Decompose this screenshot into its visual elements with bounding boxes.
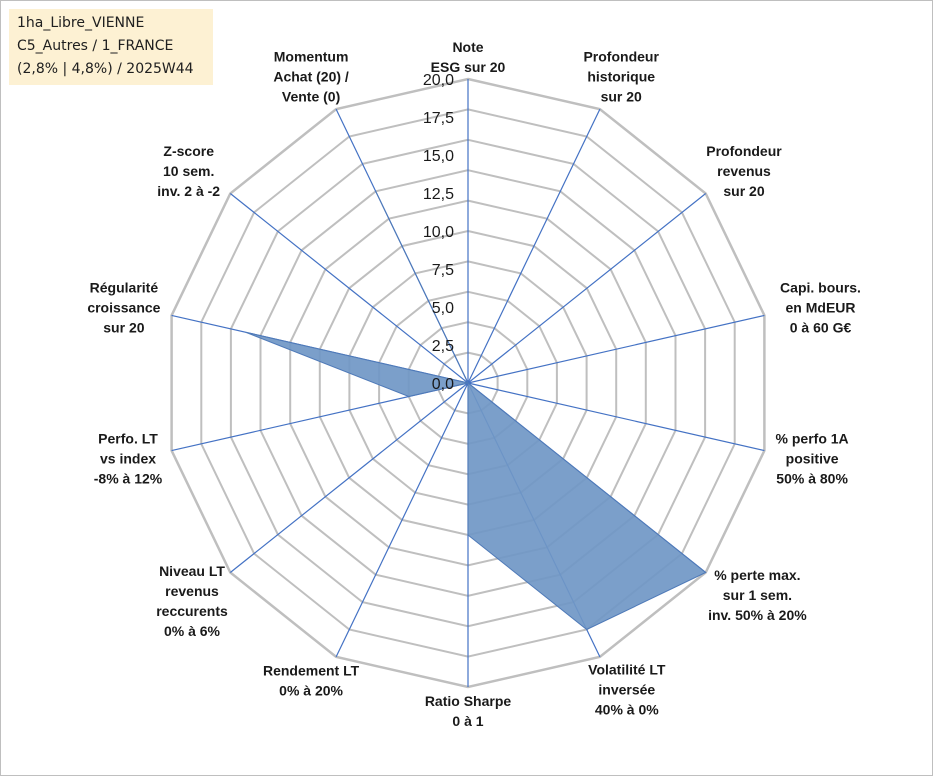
axis-label-6: % perte max. sur 1 sem. inv. 50% à 20% — [708, 567, 807, 623]
axis-label-line: Perfo. LT — [98, 431, 158, 447]
axis-label-line: Niveau LT — [159, 563, 225, 579]
axis-label-9: Rendement LT 0% à 20% — [263, 662, 360, 698]
axis-label-line: sur 20 — [723, 183, 764, 199]
axis-label-line: Capi. bours. — [780, 279, 861, 295]
axis-label-line: ESG sur 20 — [431, 59, 506, 75]
axis-label-line: Z-score — [163, 143, 214, 159]
axis-label-11: Perfo. LT vs index -8% à 12% — [94, 431, 163, 487]
axis-spoke-3 — [467, 193, 707, 384]
info-line-3: (2,8% | 4,8%) / 2025W44 — [17, 61, 194, 77]
axis-spoke-4 — [467, 314, 765, 384]
axis-label-7: Volatilité LT inversée 40% à 0% — [588, 661, 666, 717]
axis-label-line: -8% à 12% — [94, 471, 163, 487]
axis-label-line: reccurents — [156, 603, 228, 619]
axis-label-line: % perfo 1A — [776, 431, 849, 447]
axis-label-line: inversée — [598, 681, 655, 697]
axis-label-line: 0% à 20% — [279, 682, 343, 698]
axis-label-line: revenus — [717, 163, 771, 179]
axis-label-line: 50% à 80% — [776, 471, 848, 487]
axis-label-4: Capi. bours. en MdEUR 0 à 60 G€ — [780, 279, 861, 335]
axis-label-13: Z-score 10 sem. inv. 2 à -2 — [157, 143, 220, 199]
tick-label: 5,0 — [432, 300, 454, 317]
info-line-2: C5_Autres / 1_FRANCE — [17, 38, 174, 54]
tick-label: 12,5 — [423, 186, 454, 203]
tick-label: 2,5 — [432, 338, 454, 355]
axis-spoke-5 — [467, 382, 765, 452]
axis-spoke-13 — [229, 193, 469, 384]
axis-label-line: en MdEUR — [786, 299, 856, 315]
axis-label-line: Régularité — [90, 279, 159, 295]
axis-label-line: 40% à 0% — [595, 701, 659, 717]
axis-spoke-9 — [335, 382, 469, 658]
axis-label-line: Volatilité LT — [588, 661, 666, 677]
axis-label-line: 0 à 1 — [452, 713, 483, 729]
axis-label-line: sur 1 sem. — [723, 587, 792, 603]
tick-label: 17,5 — [423, 110, 454, 127]
axis-label-line: % perte max. — [714, 567, 800, 583]
axis-label-line: sur 20 — [601, 89, 642, 105]
axis-label-line: sur 20 — [103, 319, 144, 335]
axis-label-line: inv. 50% à 20% — [708, 607, 807, 623]
info-box: 1ha_Libre_VIENNE C5_Autres / 1_FRANCE (2… — [9, 9, 213, 85]
axis-label-layer: Note ESG sur 20 Profondeur historique sur 20… — [87, 39, 861, 729]
axis-label-line: Rendement LT — [263, 662, 360, 678]
info-line-1: 1ha_Libre_VIENNE — [17, 15, 145, 31]
axis-label-line: Profondeur — [706, 143, 782, 159]
axis-label-2: Profondeur historique sur 20 — [583, 49, 659, 105]
tick-label: 20,0 — [423, 72, 454, 89]
tick-label: 7,5 — [432, 262, 454, 279]
tick-label: 10,0 — [423, 224, 454, 241]
axis-label-3: Profondeur revenus sur 20 — [706, 143, 782, 199]
tick-label: 0,0 — [432, 376, 454, 393]
axis-label-5: % perfo 1A positive 50% à 80% — [776, 431, 849, 487]
axis-label-line: Vente (0) — [282, 89, 340, 105]
axis-spoke-10 — [229, 382, 469, 573]
tick-label-layer: 0,0 2,5 5,0 7,5 10,0 12,5 15,0 17,5 20,0 — [423, 72, 454, 393]
axis-label-12: Régularité croissance sur 20 — [87, 279, 160, 335]
axis-label-line: revenus — [165, 583, 219, 599]
axis-label-line: 0 à 60 G€ — [790, 319, 852, 335]
axis-label-line: Achat (20) / — [273, 69, 349, 85]
axis-label-line: positive — [786, 451, 839, 467]
axis-label-line: Momentum — [274, 49, 349, 65]
axis-label-line: croissance — [87, 299, 160, 315]
axis-label-line: Note — [452, 39, 483, 55]
axis-label-line: 10 sem. — [163, 163, 214, 179]
axis-label-line: inv. 2 à -2 — [157, 183, 220, 199]
axis-label-8: Ratio Sharpe 0 à 1 — [425, 693, 512, 729]
axis-label-1: Note ESG sur 20 — [431, 39, 506, 75]
axis-label-14: Momentum Achat (20) / Vente (0) — [273, 49, 349, 105]
axis-label-line: vs index — [100, 451, 156, 467]
axis-label-line: 0% à 6% — [164, 623, 221, 639]
tick-label: 15,0 — [423, 148, 454, 165]
axis-spoke-2 — [467, 108, 601, 384]
axis-label-10: Niveau LT revenus reccurents 0% à 6% — [156, 563, 228, 639]
series-area-layer — [245, 191, 707, 631]
axis-label-line: Ratio Sharpe — [425, 693, 512, 709]
axis-label-line: historique — [587, 69, 655, 85]
series-area — [245, 191, 707, 631]
axis-label-line: Profondeur — [583, 49, 659, 65]
